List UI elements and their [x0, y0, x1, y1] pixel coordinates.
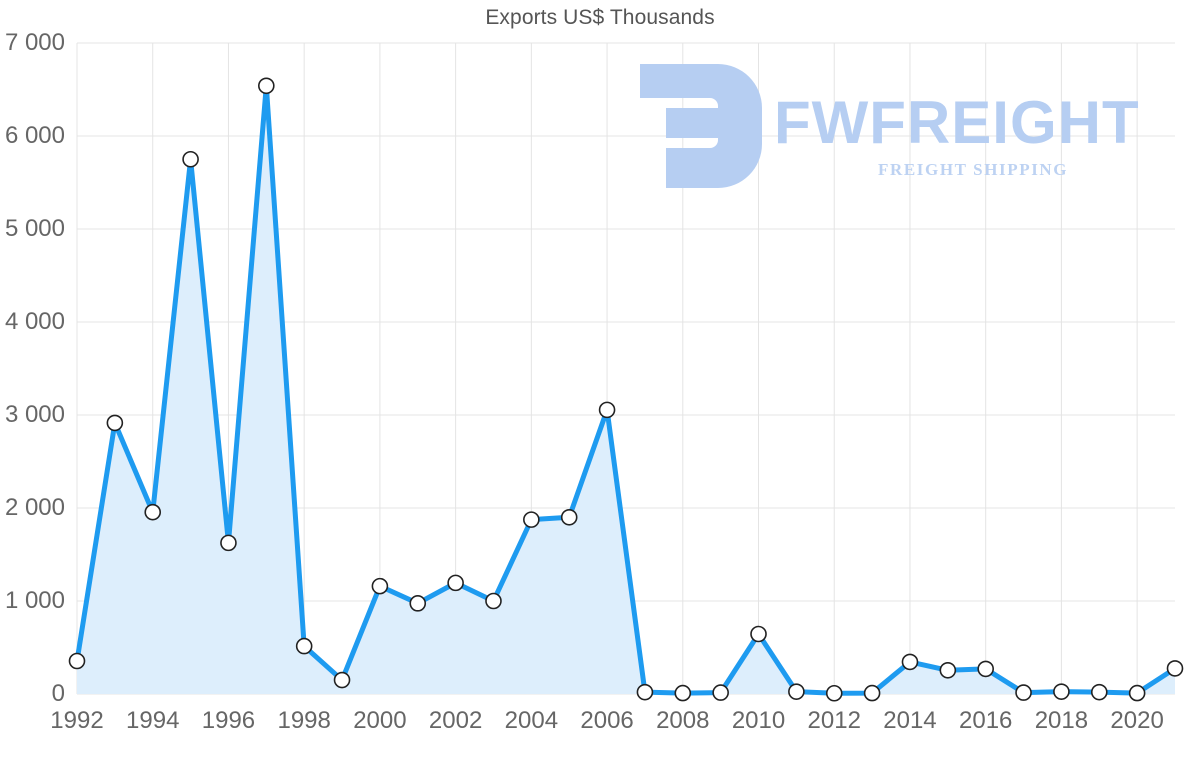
y-axis-tick-label: 2 000: [4, 494, 65, 521]
y-axis-tick-label: 7 000: [4, 29, 65, 56]
data-point[interactable]: [220, 534, 237, 552]
data-point[interactable]: [788, 683, 805, 700]
data-point[interactable]: [106, 414, 124, 432]
data-point[interactable]: [523, 511, 540, 528]
y-axis-tick-label: 3 000: [4, 401, 65, 428]
x-axis-tick-label: 2002: [428, 707, 483, 734]
x-axis-tick-label: 2008: [656, 707, 710, 734]
x-axis-tick-label: 2016: [958, 707, 1013, 734]
y-axis-tick-label: 0: [51, 680, 65, 707]
data-point[interactable]: [447, 574, 464, 592]
data-point[interactable]: [144, 503, 162, 521]
data-point[interactable]: [939, 661, 957, 679]
x-axis-tick-label: 1996: [201, 707, 256, 734]
x-axis-tick-label: 2006: [580, 707, 634, 734]
data-point[interactable]: [560, 508, 578, 526]
y-axis-tick-label: 4 000: [4, 308, 65, 335]
x-axis-tick-label: 1992: [50, 707, 104, 734]
area-fill: [77, 85, 1175, 694]
data-point[interactable]: [295, 637, 313, 655]
x-axis-tick-label: 2004: [504, 707, 559, 734]
data-point[interactable]: [636, 683, 654, 701]
data-point[interactable]: [1053, 683, 1070, 700]
x-axis-tick-label: 2018: [1034, 707, 1089, 734]
data-point[interactable]: [485, 592, 502, 610]
data-point[interactable]: [977, 660, 994, 678]
data-point[interactable]: [825, 684, 843, 702]
data-point[interactable]: [863, 684, 881, 702]
data-point-markers: [68, 77, 1184, 702]
x-axis-tick-label: 2020: [1110, 707, 1164, 734]
x-axis-tick-label: 2010: [731, 707, 786, 734]
y-axis-tick-label: 1 000: [4, 587, 65, 614]
data-point[interactable]: [333, 671, 351, 689]
y-axis-tick-label: 6 000: [4, 122, 65, 149]
x-axis-tick-label: 2014: [883, 707, 937, 734]
data-point[interactable]: [371, 577, 389, 595]
y-axis-tick-label: 5 000: [4, 215, 65, 242]
data-point[interactable]: [1090, 683, 1108, 701]
data-point[interactable]: [750, 625, 767, 643]
data-point[interactable]: [68, 652, 86, 670]
data-point[interactable]: [674, 684, 692, 702]
x-axis-tick-label: 1994: [126, 707, 180, 734]
data-point[interactable]: [258, 77, 275, 95]
data-point[interactable]: [409, 595, 427, 612]
x-axis-tick-label: 2012: [807, 707, 861, 734]
data-point[interactable]: [182, 150, 199, 168]
data-point[interactable]: [712, 684, 729, 701]
data-point[interactable]: [598, 401, 616, 419]
x-axis-tick-label: 1998: [277, 707, 331, 734]
data-point[interactable]: [1015, 684, 1032, 701]
chart-title: Exports US$ Thousands: [485, 6, 715, 29]
data-point[interactable]: [901, 653, 919, 671]
x-axis-tick-label: 2000: [353, 707, 407, 734]
data-point[interactable]: [1128, 684, 1146, 702]
data-point[interactable]: [1166, 660, 1184, 677]
